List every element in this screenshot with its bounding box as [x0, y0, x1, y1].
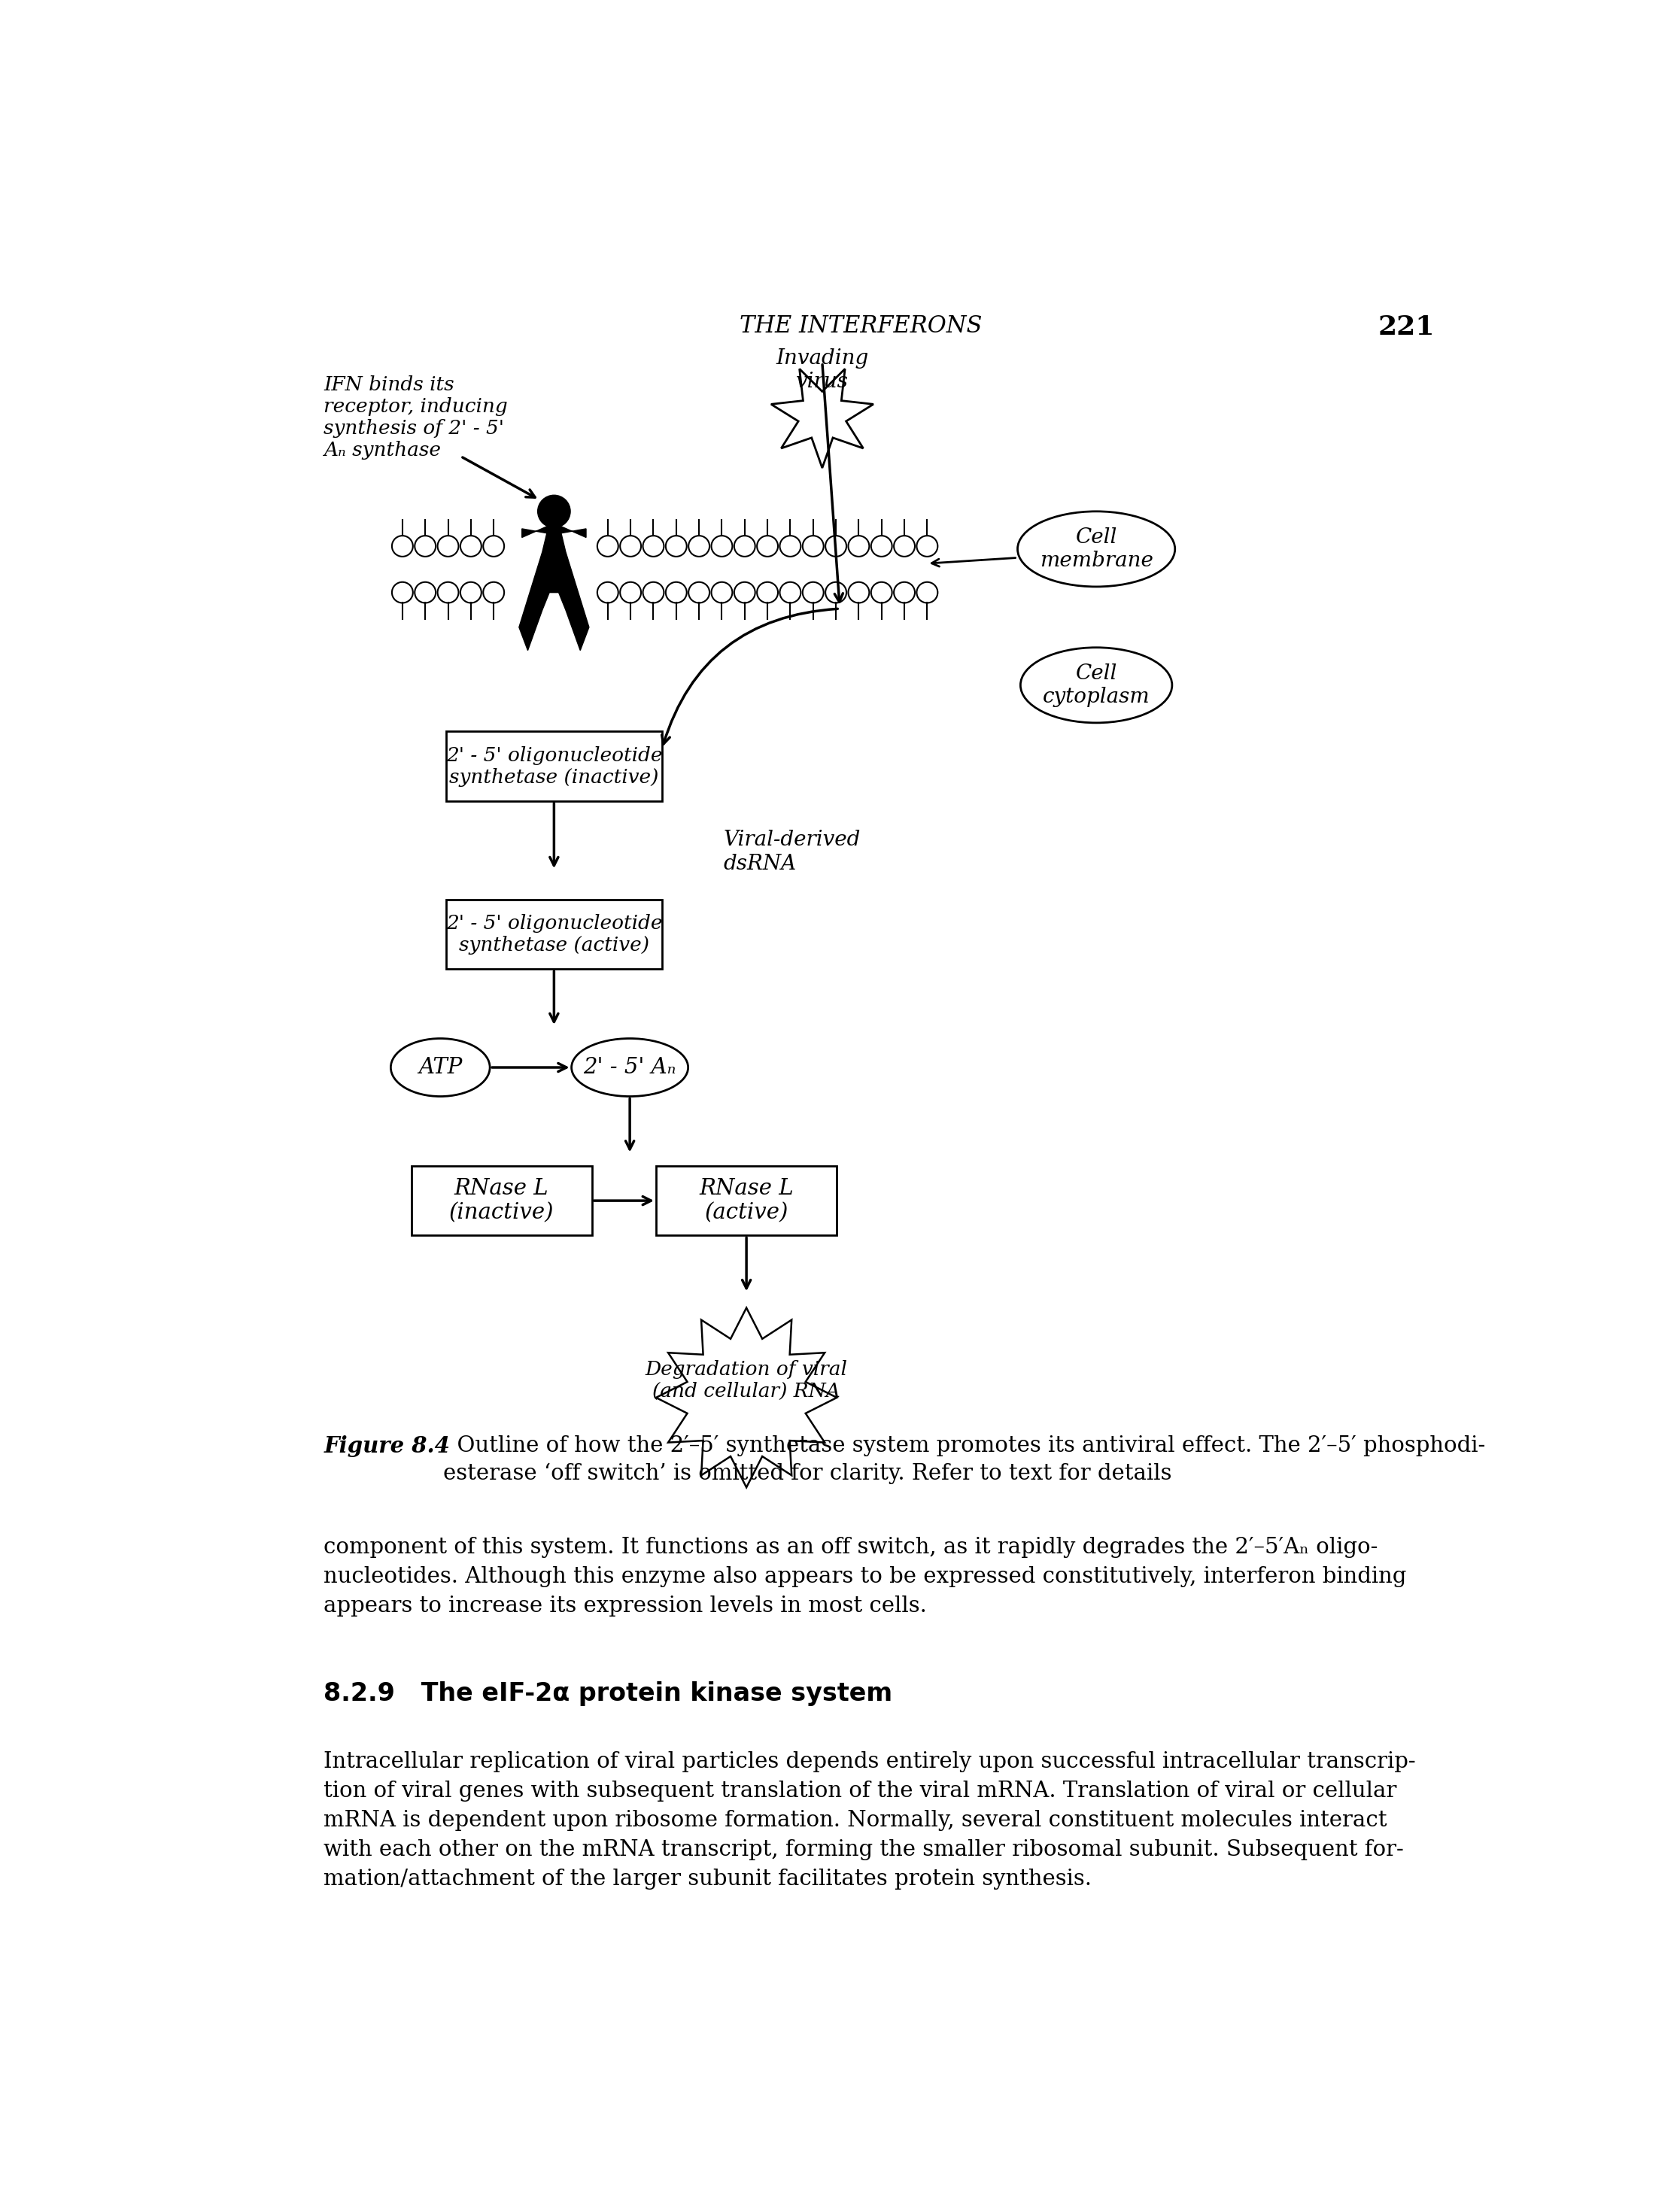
Text: Intracellular replication of viral particles depends entirely upon successful in: Intracellular replication of viral parti… [324, 1751, 1416, 1889]
Text: component of this system. It functions as an off switch, as it rapidly degrades : component of this system. It functions a… [324, 1537, 1406, 1615]
Text: Outline of how the 2′–5′ synthetase system promotes its antiviral effect. The 2′: Outline of how the 2′–5′ synthetase syst… [444, 1436, 1485, 1484]
Text: Cell
cytoplasm: Cell cytoplasm [1043, 662, 1151, 706]
Text: Viral-derived
dsRNA: Viral-derived dsRNA [722, 831, 860, 874]
Text: IFN binds its
receptor, inducing
synthesis of 2' - 5'
Aₙ synthase: IFN binds its receptor, inducing synthes… [324, 376, 507, 459]
Text: Figure 8.4: Figure 8.4 [324, 1436, 450, 1458]
Circle shape [538, 496, 570, 527]
Polygon shape [519, 527, 590, 651]
Text: THE INTERFERONS: THE INTERFERONS [739, 315, 983, 339]
Polygon shape [522, 527, 586, 538]
Text: RNase L
(inactive): RNase L (inactive) [449, 1178, 554, 1224]
Text: 2' - 5' oligonucleotide
synthetase (inactive): 2' - 5' oligonucleotide synthetase (inac… [445, 745, 662, 787]
Text: Cell
membrane: Cell membrane [1040, 527, 1152, 571]
Text: 221: 221 [1378, 315, 1435, 341]
Text: 8.2.9   The eIF-2α protein kinase system: 8.2.9 The eIF-2α protein kinase system [324, 1681, 892, 1707]
Text: 2' - 5' Aₙ: 2' - 5' Aₙ [583, 1056, 677, 1078]
Text: Invading
virus: Invading virus [776, 348, 869, 391]
Text: 2' - 5' oligonucleotide
synthetase (active): 2' - 5' oligonucleotide synthetase (acti… [445, 914, 662, 955]
Text: ATP: ATP [418, 1056, 462, 1078]
Text: Degradation of viral
(and cellular) RNA: Degradation of viral (and cellular) RNA [645, 1360, 848, 1401]
Text: RNase L
(active): RNase L (active) [699, 1178, 793, 1224]
